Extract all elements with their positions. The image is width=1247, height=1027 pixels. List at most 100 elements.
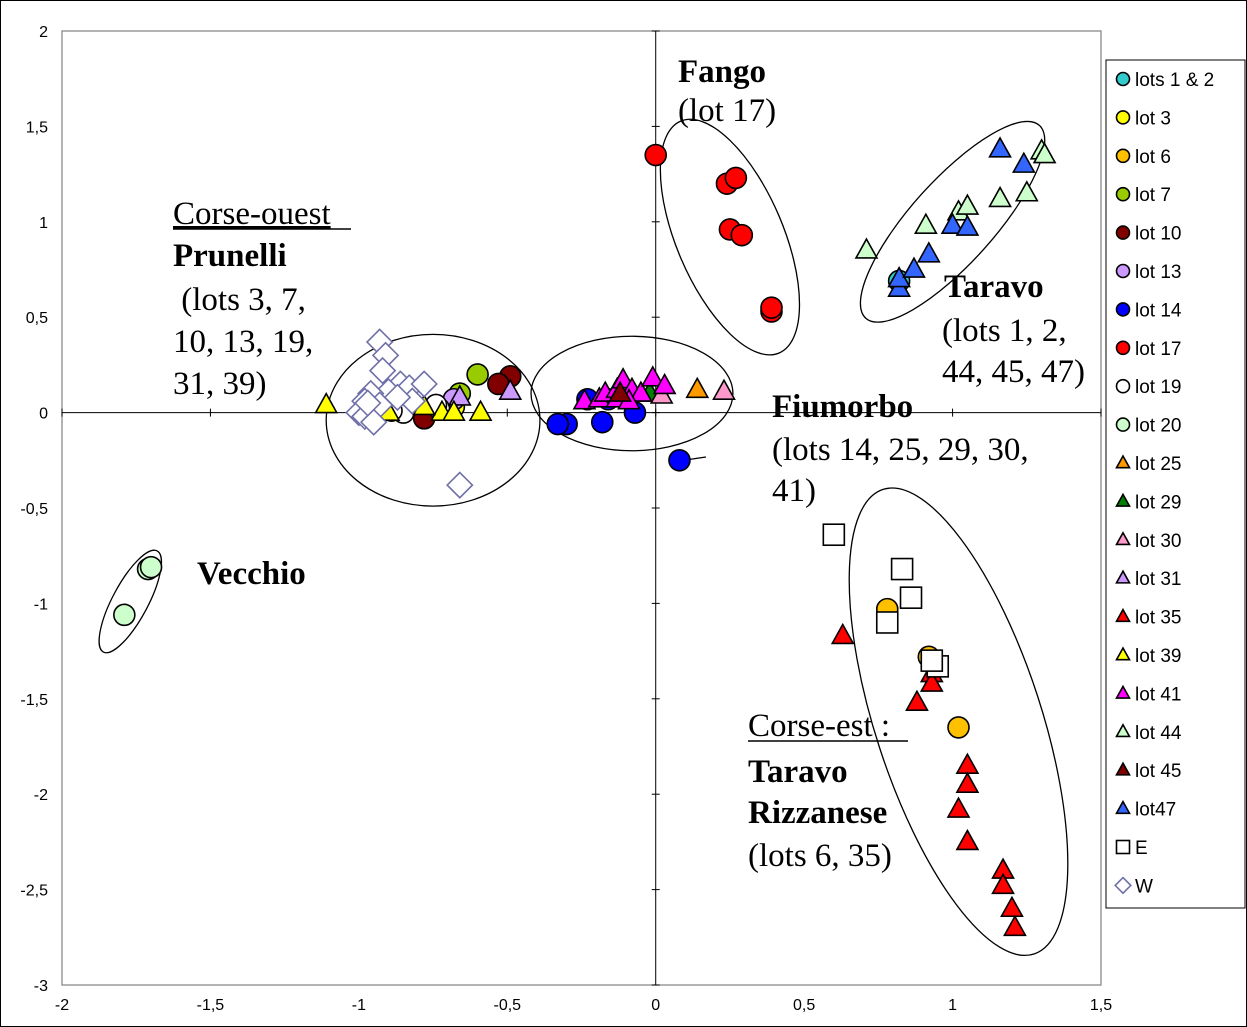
legend-marker-lot-10 (1115, 225, 1131, 240)
legend-label-lot-45: lot 45 (1135, 761, 1181, 782)
annotation-fango-lot: (lot 17) (678, 93, 776, 129)
annotation-taravo-name: Taravo (944, 269, 1044, 305)
legend-label-lot-17: lot 17 (1135, 339, 1181, 360)
point-lot-44 (854, 237, 879, 259)
point-lot-20 (113, 603, 136, 627)
legend-marker-lot-45 (1115, 761, 1131, 776)
legend-marker-lot-44 (1115, 723, 1131, 738)
plot-area (61, 30, 1102, 986)
legend-label-lot-6: lot 6 (1135, 147, 1171, 168)
legend-marker-lot-29 (1115, 492, 1131, 507)
point-lot-35 (905, 689, 929, 711)
point-lot-14 (668, 448, 691, 472)
point-lot-41 (629, 380, 653, 402)
legend-label-lot-25: lot 25 (1135, 454, 1181, 475)
point-e (822, 523, 846, 547)
point-lot-41 (652, 372, 677, 395)
point-lot-39 (314, 391, 339, 414)
annotation-prunelli: Prunelli (173, 238, 287, 274)
point-lot-17 (760, 296, 783, 319)
x-tick-label: 0 (651, 997, 660, 1014)
y-tick-label: -3 (34, 978, 48, 995)
point-lot47 (916, 241, 941, 263)
legend-box (1105, 59, 1246, 909)
legend-label-lot-30: lot 30 (1135, 531, 1181, 552)
annotation-fiumorbo-name: Fiumorbo (772, 389, 913, 425)
x-tick-label: -0,5 (493, 997, 521, 1014)
data-points (113, 136, 1057, 937)
point-e (890, 557, 914, 581)
annotation-taravo-lots-2: 44, 45, 47) (942, 354, 1085, 390)
legend-marker-lot-19 (1115, 378, 1131, 394)
legend-items: lots 1 & 2 lot 3 lot 6 lot 7 lot 10 lot 13 lot… (1114, 70, 1214, 897)
point-lot47 (988, 136, 1012, 158)
legend-label-lot-7: lot 7 (1135, 185, 1171, 206)
legend-label-lot-41: lot 41 (1135, 684, 1181, 705)
legend-marker-lot-31 (1115, 569, 1131, 584)
point-lot-39 (468, 399, 493, 421)
point-lot-44 (955, 193, 980, 215)
point-lot-6 (947, 716, 970, 739)
tick-labels: -2 -1,5 -1 -0,5 0 0,5 1 1,5 2 1,5 1 0,5 0 -0,5 -1 -1,5 -… (20, 24, 1112, 1014)
x-tick-label: 0,5 (793, 997, 815, 1014)
annotation-rizzanese-lots: (lots 6, 35) (748, 838, 892, 874)
legend-marker-lot-13 (1115, 263, 1131, 279)
annotation-fiumorbo-lots-1: (lots 14, 25, 29, 30, (772, 432, 1029, 468)
point-lot-45 (608, 380, 632, 402)
y-tick-label: -1 (34, 596, 48, 613)
legend-marker-lot47 (1115, 799, 1131, 815)
annotation-rizzanese: Rizzanese (748, 795, 887, 831)
y-tick-label: 0,5 (26, 310, 48, 327)
point-lot-14 (590, 410, 614, 434)
y-tick-label: -2 (34, 787, 48, 804)
legend-label-lot47: lot47 (1135, 800, 1176, 821)
point-lot-35 (1003, 914, 1027, 937)
point-lot-20 (139, 555, 163, 579)
annotation-prunelli-lots-2: 10, 13, 19, (173, 324, 313, 360)
point-w (410, 370, 438, 398)
legend-label-lot-13: lot 13 (1135, 262, 1181, 283)
x-tick-label: -1,5 (197, 997, 225, 1014)
legend-marker-lot-30 (1115, 531, 1131, 546)
point-e (875, 611, 899, 634)
legend-label-lot-31: lot 31 (1135, 569, 1181, 590)
point-lot-35 (946, 796, 971, 818)
cluster-ellipse (98, 549, 163, 654)
x-tick-label: -2 (55, 997, 69, 1014)
point-lot-35 (955, 828, 980, 851)
legend-marker-lot-20 (1115, 417, 1131, 432)
legend-marker-e (1115, 839, 1131, 855)
legend-marker-lot-7 (1115, 186, 1131, 202)
legend-label-lot-44: lot 44 (1135, 723, 1182, 744)
annotations: Fango (lot 17) Corse-ouest Prunelli (lot… (173, 54, 1085, 874)
annotation-fiumorbo-lots-2: 41) (772, 473, 816, 509)
legend-marker-lot-17 (1115, 340, 1131, 356)
point-w (354, 389, 382, 417)
point-lot-44 (913, 212, 938, 234)
cluster-ellipse (848, 487, 1069, 957)
point-lot-17 (644, 143, 668, 167)
annotation-prunelli-lots-3: 31, 39) (173, 366, 267, 402)
point-e (899, 586, 923, 609)
legend-label-lot-20: lot 20 (1135, 416, 1181, 437)
y-tick-label: 0 (39, 406, 48, 423)
point-w (359, 408, 388, 436)
point-lot-31 (447, 384, 472, 406)
annotation-corse-est: Corse-est : (748, 708, 890, 744)
legend-marker-lot-3 (1115, 110, 1131, 125)
y-tick-label: -1,5 (20, 692, 48, 709)
annotation-vecchio: Vecchio (197, 556, 306, 592)
cluster-ellipse (659, 118, 801, 356)
legend-marker-lot-41 (1115, 684, 1131, 699)
annotation-taravo-east: Taravo (748, 754, 848, 790)
point-lot-35 (991, 872, 1015, 895)
point-lot-14 (546, 412, 570, 436)
point-lot-35 (830, 622, 855, 645)
point-lot-35 (1000, 895, 1024, 918)
x-tick-label: 1 (948, 997, 957, 1014)
point-lot-44 (1032, 142, 1057, 164)
legend: lots 1 & 2 lot 3 lot 6 lot 7 lot 10 lot 13 lot… (1105, 59, 1246, 909)
annotation-fango-name: Fango (678, 54, 766, 90)
y-tick-label: 1,5 (26, 119, 48, 136)
point-lot47 (955, 214, 980, 236)
